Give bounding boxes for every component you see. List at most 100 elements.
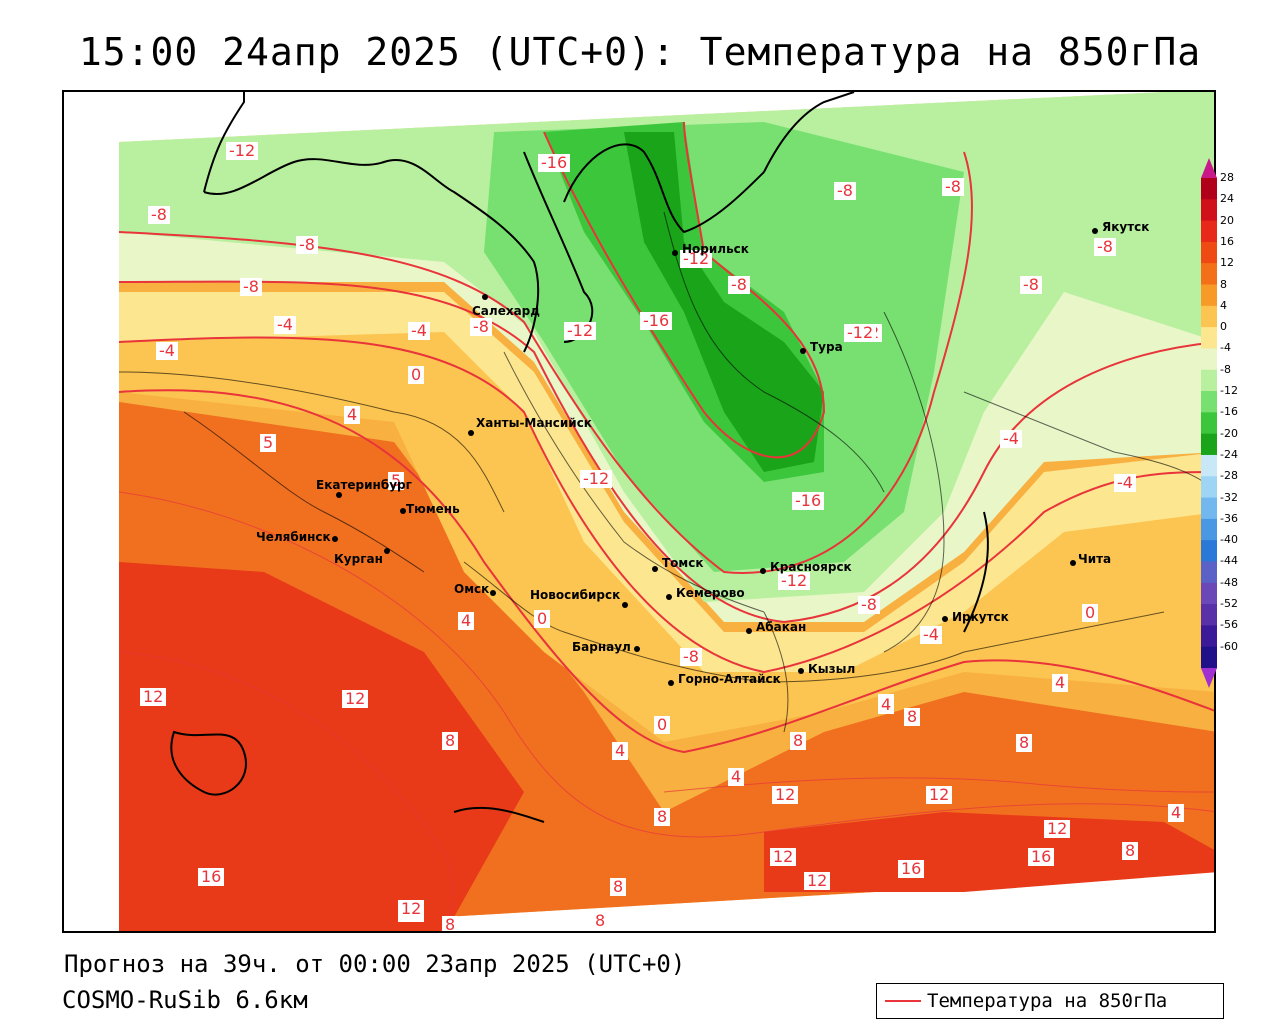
- city-label-novosibirsk: Новосибирск: [530, 588, 621, 602]
- colorbar-bottom-arrow: [1201, 668, 1217, 688]
- city-label-chita: Чита: [1078, 552, 1112, 566]
- isotherm-label: 8: [1122, 842, 1139, 860]
- isotherm-label: 12: [1044, 820, 1071, 838]
- city-label-tyumen: Тюмень: [406, 502, 460, 516]
- colorbar-tick-label: 8: [1220, 277, 1227, 291]
- city-marker: [332, 536, 338, 542]
- isotherm-label: -8: [470, 318, 492, 336]
- colorbar-tick-label: -56: [1220, 618, 1238, 632]
- city-marker: [1070, 560, 1076, 566]
- city-label-abakan: Абакан: [756, 620, 807, 634]
- colorbar-tick-label: -52: [1220, 597, 1238, 611]
- city-label-kurgan: Курган: [334, 552, 383, 566]
- isotherm-label: 12: [770, 848, 797, 866]
- colorbar-tick-label: 4: [1220, 298, 1227, 312]
- city-label-irkutsk: Иркутск: [952, 610, 1009, 624]
- colorbar-tick-label: -48: [1220, 575, 1238, 589]
- colorbar-tick-label: -24: [1220, 447, 1238, 461]
- temperature-colorbar: [1201, 158, 1217, 688]
- colorbar-segment: [1201, 412, 1217, 435]
- isotherm-label: 8: [790, 732, 807, 750]
- city-marker: [666, 594, 672, 600]
- admin-borders: [118, 211, 1214, 733]
- colorbar-segment: [1201, 263, 1217, 286]
- isotherm-label: 0: [408, 366, 425, 384]
- colorbar-segment: [1201, 327, 1217, 349]
- city-marker: [652, 566, 658, 572]
- isotherm-label: -16: [640, 312, 673, 330]
- warm-zone-16b: [764, 812, 1214, 892]
- city-marker: [760, 568, 766, 574]
- city-marker: [942, 616, 948, 622]
- city-marker: [668, 680, 674, 686]
- isotherm-label: -4: [1000, 430, 1022, 448]
- forecast-map: -12 -16 -8 -8 -8 -8 -12 -8 -8 -8 -4 -4 -…: [62, 90, 1216, 933]
- colorbar-segment: [1201, 199, 1217, 222]
- isotherm-label: -8: [858, 596, 880, 614]
- colorbar-tick-label: -60: [1220, 639, 1238, 653]
- isotherm-label: 4: [1168, 804, 1185, 822]
- colorbar-segment: [1201, 497, 1217, 520]
- city-marker: [800, 348, 806, 354]
- map-title: 15:00 24апр 2025 (UTC+0): Температура на…: [78, 30, 1202, 74]
- city-marker: [400, 508, 406, 514]
- colorbar-segment: [1201, 582, 1217, 605]
- isotherm-label: 8: [610, 878, 627, 896]
- city-label-gorno-altaysk: Горно-Алтайск: [678, 672, 781, 686]
- city-marker: [746, 628, 752, 634]
- city-marker: [798, 668, 804, 674]
- isotherm-label: 12: [804, 872, 831, 890]
- isotherm-label: 12: [342, 690, 369, 708]
- isotherm-label: 12: [140, 688, 167, 706]
- city-marker: [672, 250, 678, 256]
- city-label-yakutsk: Якутск: [1102, 220, 1150, 234]
- colorbar-tick-label: -32: [1220, 490, 1238, 504]
- colorbar-tick-label: -44: [1220, 554, 1238, 568]
- colorbar-segment: [1201, 433, 1217, 456]
- isotherm-label: 4: [1052, 674, 1069, 692]
- city-label-tura: Тура: [810, 340, 843, 354]
- isotherm-label: -16: [792, 492, 825, 510]
- isotherm-label: 12: [926, 786, 953, 804]
- colorbar-segment: [1201, 369, 1217, 392]
- isotherm-label: -4: [920, 626, 942, 644]
- colorbar-tick-label: -8: [1220, 362, 1231, 376]
- isotherm-label: 8: [654, 808, 671, 826]
- colorbar-tick-label: -20: [1220, 426, 1238, 440]
- isotherm-label: -8: [1020, 276, 1042, 294]
- isotherm-label: -12: [580, 470, 613, 488]
- city-label-norilsk: Норильск: [682, 242, 749, 256]
- isotherm-label: -4: [156, 342, 178, 360]
- colorbar-segment: [1201, 348, 1217, 371]
- isotherm-label: -12: [778, 572, 811, 590]
- colorbar-segment: [1201, 604, 1217, 626]
- isotherm-label: -16: [538, 154, 571, 172]
- isotherm-label: 5: [260, 434, 277, 452]
- isotherm-label: -8: [834, 182, 856, 200]
- city-label-yekaterinburg: Екатеринбург: [316, 478, 412, 492]
- colorbar-tick-label: 12: [1220, 256, 1234, 270]
- isotherm-label: 0: [534, 610, 551, 628]
- isotherm-lines: [118, 121, 1214, 754]
- forecast-info: Прогноз на 39ч. от 00:00 23апр 2025 (UTC…: [64, 950, 686, 978]
- city-marker: [384, 548, 390, 554]
- city-label-kemerovo: Кемерово: [676, 586, 745, 600]
- city-label-kyzyl: Кызыл: [808, 662, 856, 676]
- city-marker: [490, 590, 496, 596]
- isotherm-label: 4: [612, 742, 629, 760]
- colorbar-segment: [1201, 476, 1217, 499]
- isotherm-label: 5: [388, 472, 405, 490]
- isotherm-label: 4: [458, 612, 475, 630]
- isotherm-label: 4: [344, 406, 361, 424]
- colorbar-segment: [1201, 646, 1217, 669]
- isotherm-label: 8: [442, 732, 459, 750]
- isotherm-label: 12: [772, 786, 799, 804]
- colorbar-segment: [1201, 241, 1217, 264]
- colorbar-tick-label: -16: [1220, 405, 1238, 419]
- city-label-salekhard: Салехард: [472, 304, 540, 318]
- colorbar-tick-label: -12: [1220, 384, 1238, 398]
- city-label-chelyabinsk: Челябинск: [256, 530, 331, 544]
- city-label-omsk: Омск: [454, 582, 490, 596]
- colorbar-segment: [1201, 178, 1217, 200]
- isotherm-label: 0: [654, 716, 671, 734]
